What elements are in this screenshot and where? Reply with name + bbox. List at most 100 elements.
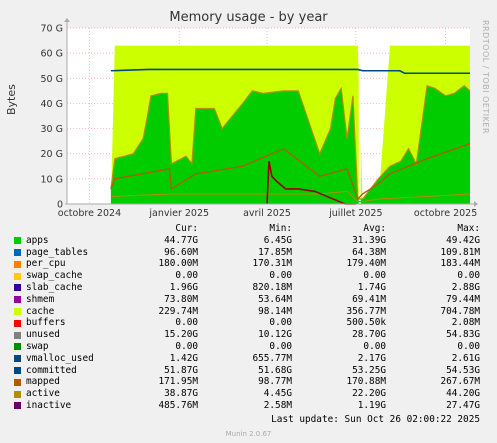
legend-max: 267.67M: [440, 376, 480, 388]
legend-avg: 0.00: [363, 340, 386, 352]
legend-row: shmem 73.80M 53.64M 69.41M 79.44M: [12, 294, 492, 306]
legend-table: Cur: Min: Avg: Max: apps 44.77G 6.45G 31.39…: [12, 223, 492, 412]
legend-series-name: swap_cache: [26, 270, 83, 282]
legend-swatch: [14, 272, 21, 280]
legend-row: buffers 0.00 0.00 500.50k 2.08M: [12, 317, 492, 329]
legend-min: 98.77M: [258, 376, 292, 388]
legend-min: 2.58M: [263, 399, 292, 411]
legend-series-name: apps: [26, 234, 49, 246]
legend-swatch: [14, 402, 21, 410]
legend-max: 79.44M: [446, 293, 480, 305]
legend-avg: 500.50k: [346, 317, 386, 329]
legend-avg: 64.38M: [352, 246, 386, 258]
legend-series-name: shmem: [26, 293, 55, 305]
series-apps-area: [110, 85, 471, 204]
legend-min: 4.45G: [263, 388, 292, 400]
legend-header: Cur: Min: Avg: Max:: [12, 223, 492, 235]
legend-swatch: [14, 331, 21, 339]
legend-series-name: slab_cache: [26, 281, 83, 293]
legend-row: active 38.87G 4.45G 22.20G 44.20G: [12, 388, 492, 400]
legend-avg: 0.00: [363, 270, 386, 282]
legend-swatch: [14, 249, 21, 257]
legend-avg: 2.17G: [357, 352, 386, 364]
x-tick-label: juillet 2025: [328, 208, 382, 219]
y-tick-label: 60 G: [41, 49, 63, 60]
legend-swatch: [14, 355, 21, 363]
legend-cur: 1.96G: [169, 281, 198, 293]
y-tick-label: 20 G: [41, 149, 63, 160]
legend-cur: 180.00M: [158, 258, 198, 270]
legend-row: slab_cache 1.96G 820.18M 1.74G 2.88G: [12, 282, 492, 294]
generator-credit: Munin 2.0.67: [225, 430, 272, 438]
legend-cur: 96.60M: [164, 246, 198, 258]
legend-max: 183.44M: [440, 258, 480, 270]
legend-max: 2.61G: [451, 352, 480, 364]
legend-swatch: [14, 343, 21, 351]
legend-series-name: unused: [26, 329, 60, 341]
last-update: Last update: Sun Oct 26 02:00:22 2025: [271, 414, 480, 425]
legend-max: 49.42G: [446, 234, 480, 246]
legend-series-name: buffers: [26, 317, 66, 329]
legend-series-name: vmalloc_used: [26, 352, 94, 364]
legend-cur: 229.74M: [158, 305, 198, 317]
series-committed-line: [110, 68, 470, 75]
legend-max: 54.83G: [446, 329, 480, 341]
legend-row: page_tables 96.60M 17.85M 64.38M 109.81M: [12, 247, 492, 259]
legend-max: 54.53G: [446, 364, 480, 376]
legend-swatch: [14, 237, 21, 245]
legend-series-name: cache: [26, 305, 55, 317]
series-active-line: [110, 190, 471, 202]
legend-max: 2.08M: [451, 317, 480, 329]
legend-avg: 179.40M: [346, 258, 386, 270]
legend-max: 27.47G: [446, 399, 480, 411]
legend-row: per_cpu 180.00M 170.31M 179.40M 183.44M: [12, 258, 492, 270]
legend-row: inactive 485.76M 2.58M 1.19G 27.47G: [12, 400, 492, 412]
legend-min: 0.00: [269, 340, 292, 352]
legend-swatch: [14, 319, 21, 327]
legend-cur: 15.20G: [164, 329, 198, 341]
legend-min: 6.45G: [263, 234, 292, 246]
legend-row: vmalloc_used 1.42G 655.77M 2.17G 2.61G: [12, 353, 492, 365]
legend-row: unused 15.20G 10.12G 28.70G 54.83G: [12, 329, 492, 341]
series-apps-top-line: [110, 85, 471, 200]
legend-series-name: swap: [26, 340, 49, 352]
legend-cur: 1.42G: [169, 352, 198, 364]
legend-header-max: Max:: [457, 223, 480, 234]
legend-header-cur: Cur:: [175, 223, 198, 234]
legend-avg: 1.74G: [357, 281, 386, 293]
legend-min: 17.85M: [258, 246, 292, 258]
legend-avg: 28.70G: [352, 329, 386, 341]
legend-min: 53.64M: [258, 293, 292, 305]
legend-cur: 171.95M: [158, 376, 198, 388]
series-buffers-line: [266, 161, 356, 205]
legend-row: swap_cache 0.00 0.00 0.00 0.00: [12, 270, 492, 282]
legend-cur: 0.00: [175, 317, 198, 329]
y-axis-arrow: [64, 18, 70, 22]
x-tick-label: octobre 2025: [414, 208, 477, 219]
legend-series-name: inactive: [26, 399, 72, 411]
y-tick-label: 70 G: [41, 24, 63, 35]
legend-max: 0.00: [457, 340, 480, 352]
legend-series-name: mapped: [26, 376, 60, 388]
legend-series-name: active: [26, 388, 60, 400]
legend-row: cache 229.74M 98.14M 356.77M 704.78M: [12, 306, 492, 318]
legend-cur: 485.76M: [158, 399, 198, 411]
legend-max: 0.00: [457, 270, 480, 282]
legend-avg: 356.77M: [346, 305, 386, 317]
legend-series-name: committed: [26, 364, 77, 376]
y-tick-label: 40 G: [41, 99, 63, 110]
chart-title: Memory usage - by year: [169, 10, 328, 25]
legend-avg: 69.41M: [352, 293, 386, 305]
legend-min: 0.00: [269, 317, 292, 329]
x-tick-label: octobre 2024: [58, 208, 121, 219]
legend-avg: 22.20G: [352, 388, 386, 400]
legend-cur: 73.80M: [164, 293, 198, 305]
x-axis-arrow: [474, 201, 478, 207]
legend-min: 820.18M: [252, 281, 292, 293]
legend-avg: 53.25G: [352, 364, 386, 376]
legend-header-avg: Avg:: [363, 223, 386, 234]
legend-min: 170.31M: [252, 258, 292, 270]
legend-cur: 38.87G: [164, 388, 198, 400]
